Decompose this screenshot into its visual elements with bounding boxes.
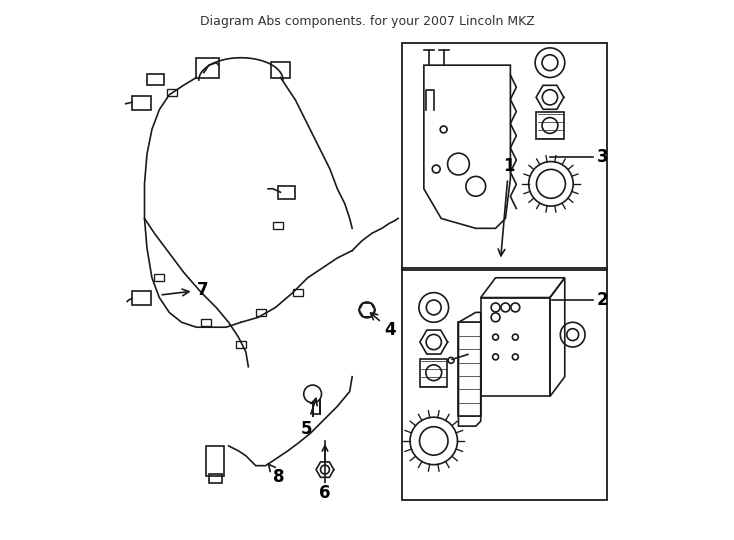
- Bar: [401, 43, 607, 271]
- Bar: [273, 222, 283, 230]
- Bar: [201, 319, 211, 326]
- Text: 8: 8: [268, 464, 285, 486]
- Bar: [481, 298, 550, 396]
- Bar: [154, 274, 164, 281]
- Text: 2: 2: [597, 291, 608, 309]
- Bar: [421, 359, 447, 387]
- Title: Diagram Abs components. for your 2007 Lincoln MKZ: Diagram Abs components. for your 2007 Li…: [200, 15, 534, 28]
- Text: 5: 5: [300, 399, 317, 437]
- Bar: [132, 96, 151, 110]
- Text: 3: 3: [597, 147, 608, 166]
- Bar: [255, 309, 266, 316]
- Bar: [132, 291, 151, 305]
- Bar: [536, 112, 564, 139]
- Bar: [271, 62, 291, 78]
- Bar: [293, 289, 302, 296]
- Bar: [278, 186, 295, 199]
- Bar: [401, 268, 607, 500]
- Text: 7: 7: [162, 281, 208, 299]
- Bar: [147, 74, 164, 85]
- Bar: [197, 58, 219, 78]
- Text: 4: 4: [371, 313, 396, 339]
- Text: 6: 6: [319, 484, 331, 502]
- Bar: [236, 341, 246, 348]
- Bar: [167, 89, 177, 96]
- Bar: [206, 446, 224, 476]
- Bar: [208, 474, 222, 483]
- Bar: [459, 322, 482, 416]
- Text: 1: 1: [498, 158, 515, 256]
